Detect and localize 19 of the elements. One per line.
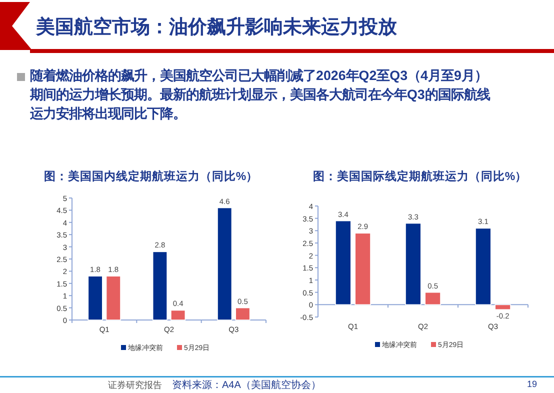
text: 美国航空市场：油价飙升影响未来运力投放 [36, 15, 397, 40]
chart-title: 图：美国国际线定期航班运力（同比%） [312, 169, 528, 183]
bar [152, 251, 168, 320]
bar [217, 207, 232, 320]
bar [475, 228, 492, 306]
bar [335, 220, 352, 306]
bar [235, 307, 250, 320]
text: 随着燃油价格的飙升，美国航空公司已大幅削减了2026年Q2至Q3（4月至9月）期间的运力增长预期。最新的航班计划显示，美国各大航司在今年Q3的国际航线运力安排将出现同比下降。 [30, 67, 492, 123]
text: 资料来源：A4A（美国航空协会） [172, 378, 321, 392]
bar [106, 276, 121, 320]
bar [354, 232, 371, 306]
bar [494, 304, 511, 310]
bar [424, 292, 441, 306]
chart-title: 图：美国国内线定期航班运力（同比%） [44, 169, 258, 183]
bar [88, 276, 103, 320]
text: 证券研究报告 [108, 379, 162, 392]
text: 19 [527, 379, 538, 389]
bar [170, 310, 186, 320]
bar [405, 222, 422, 306]
